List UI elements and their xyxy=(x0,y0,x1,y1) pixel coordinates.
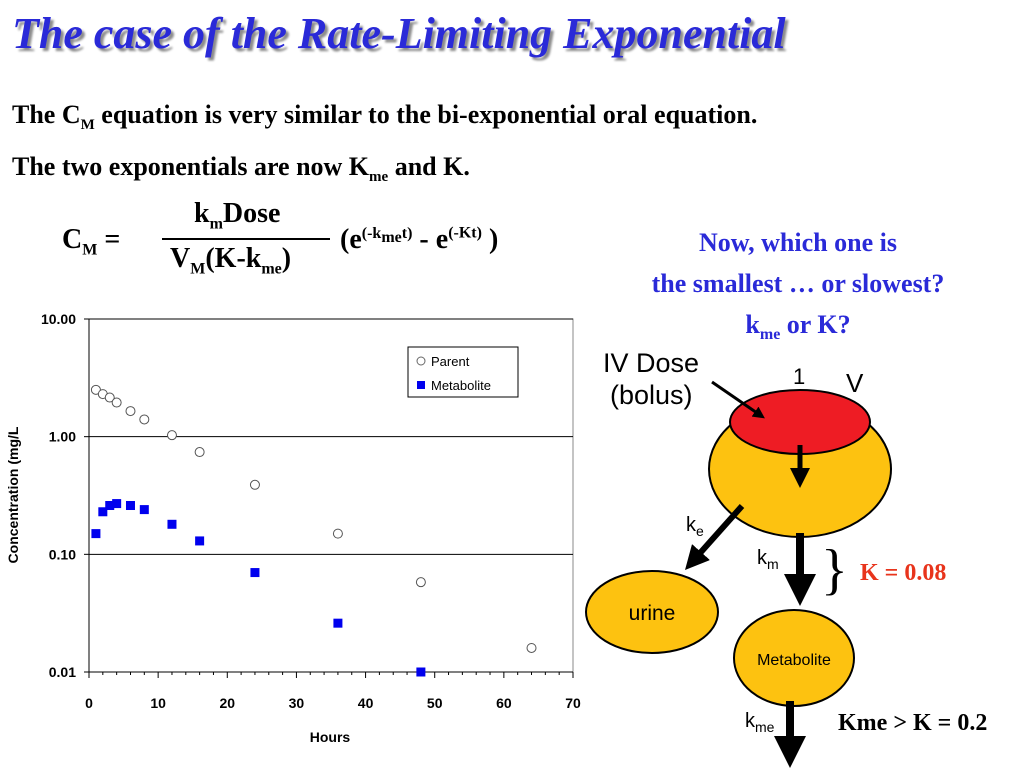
x-axis-ticks: 0 10 20 30 40 50 60 70 xyxy=(85,672,581,711)
point-parent xyxy=(332,528,343,539)
x-tick-label: 50 xyxy=(427,695,443,711)
pk-diagram: IV Dose (bolus) 1 V ke km } urine Metabo… xyxy=(578,340,902,768)
urine-label: urine xyxy=(629,602,676,625)
point-parent xyxy=(526,642,537,653)
x-tick-label: 0 xyxy=(85,695,93,711)
x-tick-label: 20 xyxy=(219,695,235,711)
ke-label: ke xyxy=(686,514,704,539)
x-tick-label: 30 xyxy=(289,695,305,711)
legend-box xyxy=(407,346,519,398)
equation-rhs: (e(-kmet) - e(-Kt) ) xyxy=(340,224,499,255)
point-parent xyxy=(249,479,260,490)
x-tick-label: 10 xyxy=(150,695,166,711)
point-parent xyxy=(139,414,150,425)
label-1: 1 xyxy=(793,364,805,389)
equation-lhs: CM = xyxy=(62,224,121,259)
point-parent xyxy=(194,447,205,458)
point-metabolite xyxy=(416,667,426,677)
x-tick-label: 70 xyxy=(565,695,581,711)
legend-marker-metabolite xyxy=(417,381,425,389)
x-axis-label: Hours xyxy=(310,729,351,745)
point-metabolite xyxy=(333,618,343,628)
y-tick-label: 10.00 xyxy=(41,311,76,327)
point-metabolite xyxy=(98,507,108,517)
label-v: V xyxy=(846,368,864,398)
point-metabolite xyxy=(125,501,135,511)
legend: Parent Metabolite xyxy=(407,346,519,398)
y-tick-label: 0.10 xyxy=(49,546,76,562)
intro-line-2: The two exponentials are now Kme and K. xyxy=(12,152,470,186)
kme-compare-label: Kme > K = 0.2 xyxy=(838,710,988,736)
x-tick-label: 60 xyxy=(496,695,512,711)
point-parent xyxy=(125,406,136,417)
legend-label-parent: Parent xyxy=(431,354,470,369)
ke-arrow xyxy=(685,504,745,570)
km-label: km xyxy=(757,547,779,572)
data-points xyxy=(90,384,537,677)
k-value-label: K = 0.08 xyxy=(860,560,947,586)
fraction-line xyxy=(162,238,330,240)
slide-title: The case of the Rate-Limiting Exponentia… xyxy=(12,9,786,58)
iv-dose-line-1: IV Dose xyxy=(603,348,699,378)
point-parent xyxy=(104,392,115,403)
metabolite-label: Metabolite xyxy=(757,652,831,669)
equation-numerator: kmDose xyxy=(194,198,281,233)
y-tick-label: 0.01 xyxy=(49,664,76,680)
point-metabolite xyxy=(167,519,177,529)
kme-label: kme xyxy=(745,710,775,735)
legend-label-metabolite: Metabolite xyxy=(431,378,491,393)
point-metabolite xyxy=(105,501,115,511)
point-parent xyxy=(415,577,426,588)
intro-text: The CM equation is very similar to the b… xyxy=(12,94,757,198)
intro-line-1: The CM equation is very similar to the b… xyxy=(12,100,758,134)
point-metabolite xyxy=(91,529,101,539)
question-line-2: the smallest … or slowest? xyxy=(651,269,945,298)
point-metabolite xyxy=(250,568,260,578)
question-line-3: kme or K? xyxy=(745,310,851,344)
urine-compartment xyxy=(585,570,719,654)
point-parent xyxy=(166,430,177,441)
question-text: Now, which one is the smallest … or slow… xyxy=(598,222,998,355)
x-tick-label: 40 xyxy=(358,695,374,711)
point-parent xyxy=(111,397,122,408)
brace: } xyxy=(821,539,848,601)
point-metabolite xyxy=(112,499,122,509)
y-axis-label: Concentration (mg/L xyxy=(5,426,21,563)
equation-denominator: VM(K-kme) xyxy=(170,243,292,278)
plasma-compartment xyxy=(729,389,871,455)
point-metabolite xyxy=(139,505,149,515)
question-line-1: Now, which one is xyxy=(699,228,897,257)
point-metabolite xyxy=(195,536,205,546)
y-axis-ticks: 10.00 1.00 0.10 0.01 xyxy=(41,311,90,680)
y-tick-label: 1.00 xyxy=(49,429,76,445)
legend-marker-parent xyxy=(416,356,426,366)
iv-dose-line-2: (bolus) xyxy=(610,380,693,410)
dose-arrow xyxy=(711,380,765,419)
